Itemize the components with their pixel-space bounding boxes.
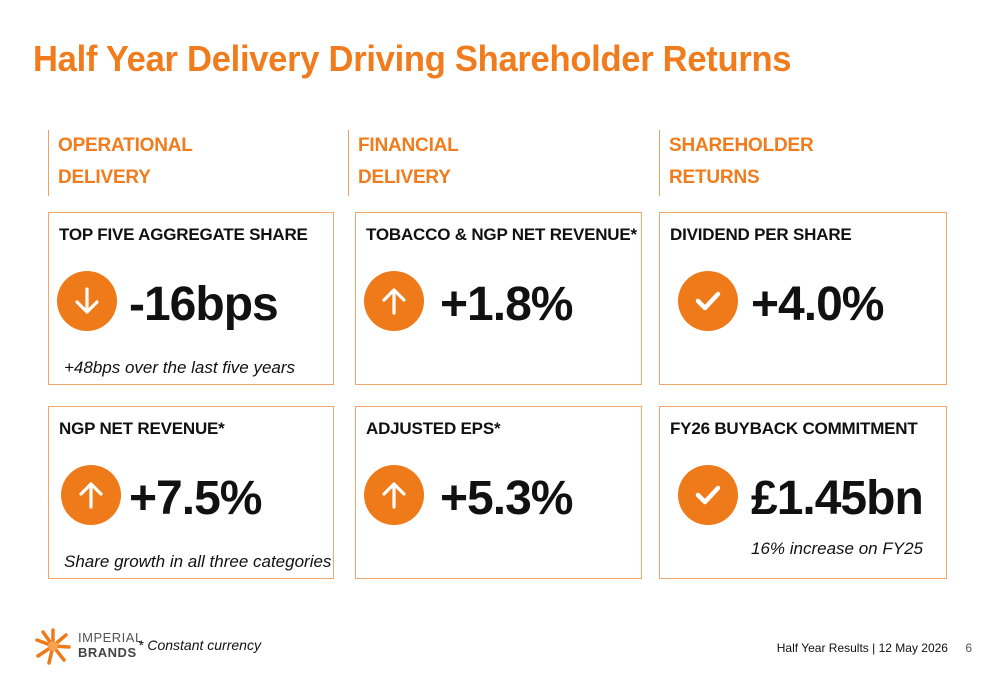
page-number: 6 <box>965 641 972 655</box>
column-heading-shareholder: SHAREHOLDER RETURNS <box>659 130 814 196</box>
metric-value: +5.3% <box>440 472 573 525</box>
arrow-down-icon <box>57 271 117 331</box>
column-heading-line: DELIVERY <box>358 167 451 188</box>
metric-value: £1.45bn <box>751 472 924 525</box>
footer-info: Half Year Results | 12 May 2026 6 <box>777 641 972 655</box>
card-dividend-per-share: DIVIDEND PER SHARE +4.0% <box>659 212 947 385</box>
card-label: TOP FIVE AGGREGATE SHARE <box>59 225 308 244</box>
footnote: * Constant currency <box>138 637 261 653</box>
column-heading-line: OPERATIONAL <box>58 135 193 156</box>
column-heading-line: RETURNS <box>669 167 760 188</box>
metric-value: +1.8% <box>440 278 573 331</box>
column-heading-financial: FINANCIAL DELIVERY <box>348 130 459 196</box>
card-adjusted-eps: ADJUSTED EPS* +5.3% <box>355 406 642 579</box>
arrow-up-icon <box>364 465 424 525</box>
card-ngp-net-revenue: NGP NET REVENUE* +7.5% Share growth in a… <box>48 406 334 579</box>
card-label: DIVIDEND PER SHARE <box>670 225 852 244</box>
brand-line: IMPERIAL <box>78 630 143 645</box>
brand-wordmark: IMPERIAL BRANDS <box>78 630 143 660</box>
card-label: FY26 BUYBACK COMMITMENT <box>670 419 918 438</box>
column-heading-operational: OPERATIONAL DELIVERY <box>48 130 193 196</box>
metric-value: +7.5% <box>129 472 262 525</box>
card-buyback-commitment: FY26 BUYBACK COMMITMENT £1.45bn 16% incr… <box>659 406 947 579</box>
card-note: 16% increase on FY25 <box>751 539 923 558</box>
page-title: Half Year Delivery Driving Shareholder R… <box>33 38 792 79</box>
brand-line: BRANDS <box>78 645 137 660</box>
card-label: ADJUSTED EPS* <box>366 419 501 438</box>
imperial-brands-logo-icon <box>33 626 73 671</box>
column-heading-line: FINANCIAL <box>358 135 459 156</box>
footer-event-date: Half Year Results | 12 May 2026 <box>776 641 948 655</box>
card-top-five-share: TOP FIVE AGGREGATE SHARE -16bps +48bps o… <box>48 212 334 385</box>
card-note: Share growth in all three categories <box>64 552 332 571</box>
checkmark-icon <box>678 465 738 525</box>
card-label: NGP NET REVENUE* <box>59 419 225 438</box>
column-heading-line: DELIVERY <box>58 167 151 188</box>
arrow-up-icon <box>61 465 121 525</box>
card-label: TOBACCO & NGP NET REVENUE* <box>366 225 637 244</box>
checkmark-icon <box>678 271 738 331</box>
card-tobacco-ngp-revenue: TOBACCO & NGP NET REVENUE* +1.8% <box>355 212 642 385</box>
arrow-up-icon <box>364 271 424 331</box>
metric-value: -16bps <box>129 278 279 331</box>
metric-value: +4.0% <box>751 278 884 331</box>
card-note: +48bps over the last five years <box>64 358 296 377</box>
column-heading-line: SHAREHOLDER <box>669 135 814 156</box>
